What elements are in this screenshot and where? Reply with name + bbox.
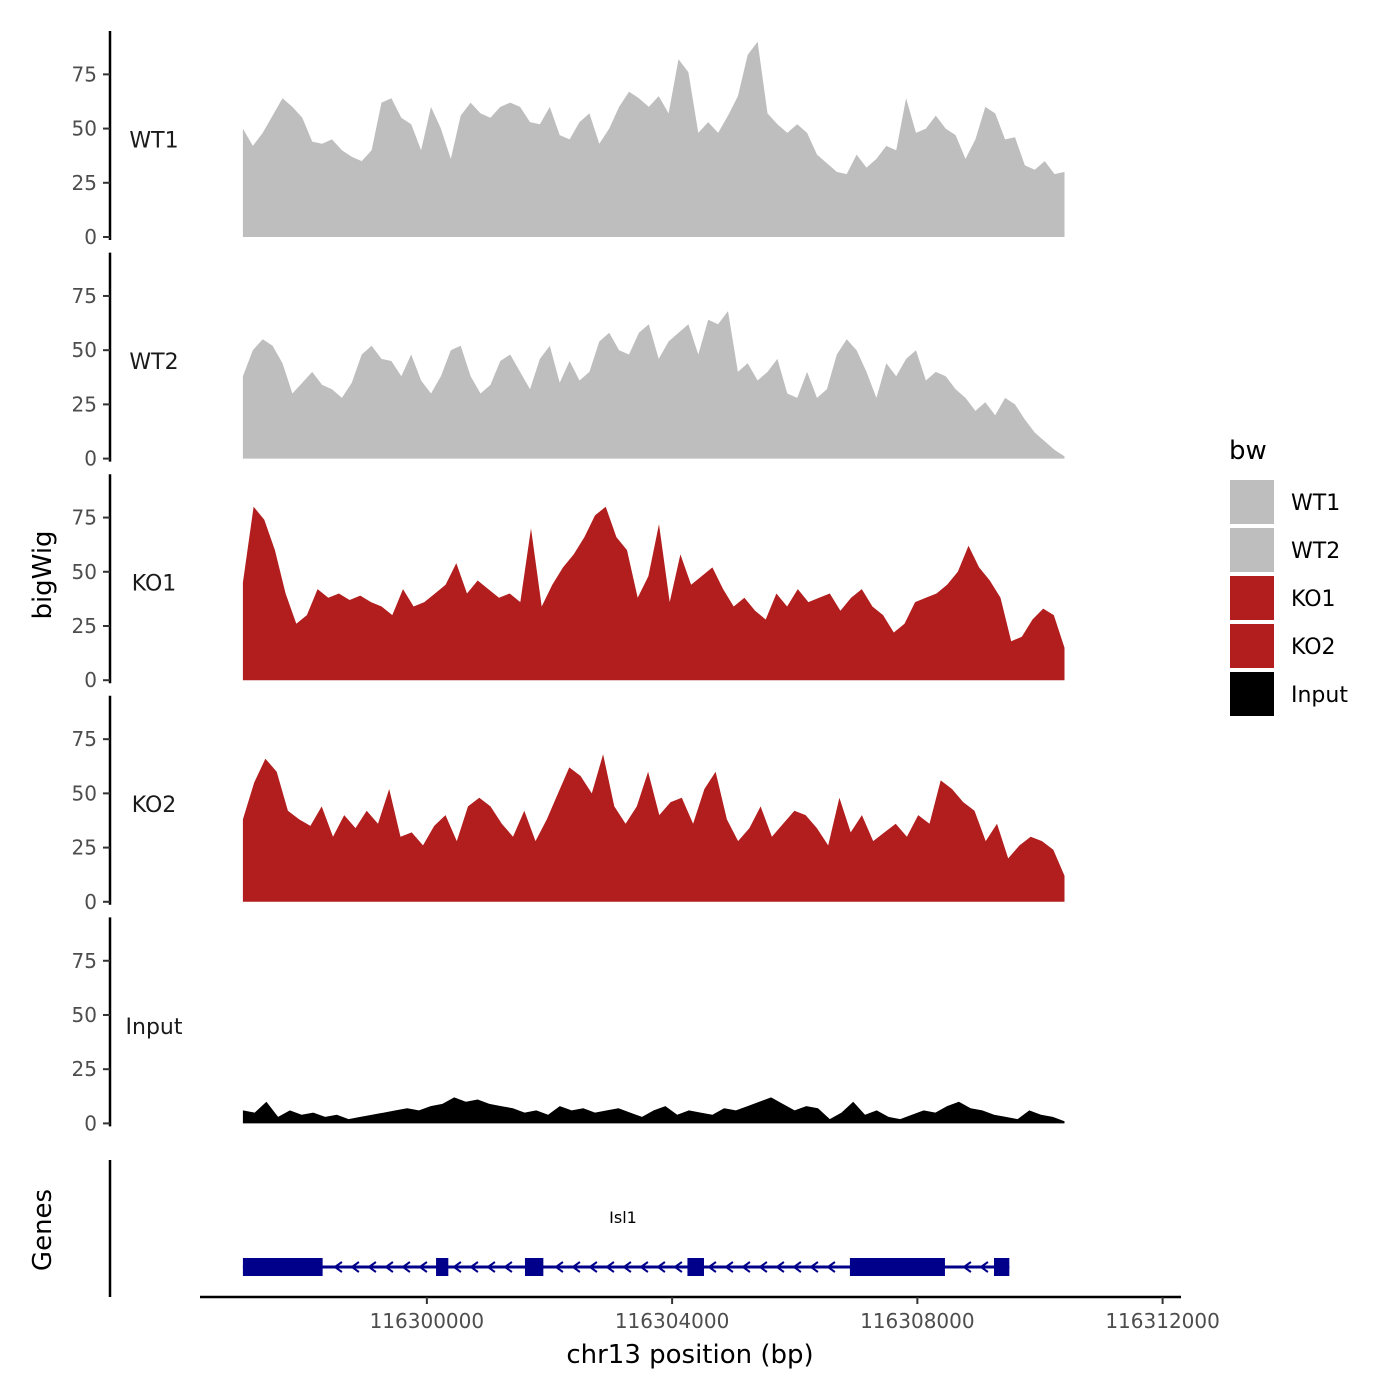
exon-4 (687, 1258, 704, 1276)
track-label-ko2: KO2 (132, 793, 177, 818)
y-tick-label-wt1-0: 0 (84, 225, 97, 249)
gene-label: Isl1 (609, 1208, 637, 1227)
strand-arrow (622, 1261, 632, 1273)
strand-arrow (554, 1261, 564, 1273)
coverage-area-input (242, 1097, 1065, 1124)
strand-arrow (367, 1261, 377, 1273)
legend-key-input (1230, 672, 1274, 716)
coverage-area-ko1 (242, 506, 1065, 681)
strand-arrow (486, 1261, 496, 1273)
strand-arrow (469, 1261, 479, 1273)
legend-key-wt1 (1230, 480, 1274, 524)
strand-arrow (605, 1261, 615, 1273)
x-tick-label-116304000: 116304000 (615, 1309, 730, 1333)
y-tick-label-input-75: 75 (72, 949, 97, 973)
coverage-area-wt1 (242, 41, 1065, 237)
legend-label-wt2: WT2 (1291, 539, 1340, 564)
y-tick-label-ko1-75: 75 (72, 506, 97, 530)
y-tick-label-input-0: 0 (84, 1111, 97, 1135)
strand-arrow (809, 1261, 819, 1273)
strand-arrow (350, 1261, 360, 1273)
legend-label-wt1: WT1 (1291, 491, 1340, 516)
exon-1 (242, 1258, 323, 1276)
track-label-wt2: WT2 (129, 350, 178, 375)
legend-key-ko2 (1230, 624, 1274, 668)
exon-5 (849, 1258, 945, 1276)
y-axis-title: bigWig (28, 530, 58, 619)
strand-arrow (758, 1261, 768, 1273)
strand-arrow (979, 1261, 989, 1273)
strand-arrow (724, 1261, 734, 1273)
legend-key-ko1 (1230, 576, 1274, 620)
strand-arrow (707, 1261, 717, 1273)
x-tick-label-116300000: 116300000 (370, 1309, 485, 1333)
strand-arrow (503, 1261, 513, 1273)
strand-arrow (741, 1261, 751, 1273)
strand-arrow (588, 1261, 598, 1273)
strand-arrow (673, 1261, 683, 1273)
y-tick-label-ko2-25: 25 (72, 836, 97, 860)
x-axis-title: chr13 position (bp) (566, 1340, 813, 1370)
strand-arrow (826, 1261, 836, 1273)
y-tick-label-wt1-25: 25 (72, 171, 97, 195)
y-tick-label-ko1-0: 0 (84, 668, 97, 692)
y-tick-label-ko1-25: 25 (72, 614, 97, 638)
y-tick-label-input-25: 25 (72, 1057, 97, 1081)
y-tick-label-ko2-0: 0 (84, 890, 97, 914)
y-tick-label-wt1-75: 75 (72, 62, 97, 86)
strand-arrow (792, 1261, 802, 1273)
strand-arrow (962, 1261, 972, 1273)
y-tick-label-wt2-0: 0 (84, 447, 97, 471)
y-tick-label-ko1-50: 50 (72, 560, 97, 584)
track-label-ko1: KO1 (132, 572, 177, 597)
track-label-wt1: WT1 (129, 128, 178, 153)
coverage-area-wt2 (242, 311, 1065, 459)
y-tick-label-wt2-25: 25 (72, 392, 97, 416)
legend-label-input: Input (1291, 683, 1348, 708)
exon-6 (993, 1258, 1010, 1276)
strand-arrow (452, 1261, 462, 1273)
y-tick-label-wt2-75: 75 (72, 284, 97, 308)
exon-2 (436, 1258, 449, 1276)
legend-label-ko2: KO2 (1291, 635, 1336, 660)
strand-arrow (571, 1261, 581, 1273)
strand-arrow (775, 1261, 785, 1273)
x-tick-label-116308000: 116308000 (860, 1309, 975, 1333)
y-tick-label-wt1-50: 50 (72, 117, 97, 141)
strand-arrow (401, 1261, 411, 1273)
y-tick-label-wt2-50: 50 (72, 338, 97, 362)
strand-arrow (639, 1261, 649, 1273)
legend-label-ko1: KO1 (1291, 587, 1336, 612)
y-tick-label-ko2-50: 50 (72, 781, 97, 805)
strand-arrow (333, 1261, 343, 1273)
genes-axis-title: Genes (28, 1189, 58, 1271)
legend-key-wt2 (1230, 528, 1274, 572)
x-tick-label-116312000: 116312000 (1105, 1309, 1220, 1333)
legend-title: bw (1229, 436, 1267, 466)
coverage-area-ko2 (242, 754, 1065, 902)
strand-arrow (656, 1261, 666, 1273)
track-label-input: Input (126, 1015, 183, 1040)
y-tick-label-ko2-75: 75 (72, 727, 97, 751)
exon-3 (524, 1258, 544, 1276)
y-tick-label-input-50: 50 (72, 1003, 97, 1027)
strand-arrow (418, 1261, 428, 1273)
strand-arrow (384, 1261, 394, 1273)
